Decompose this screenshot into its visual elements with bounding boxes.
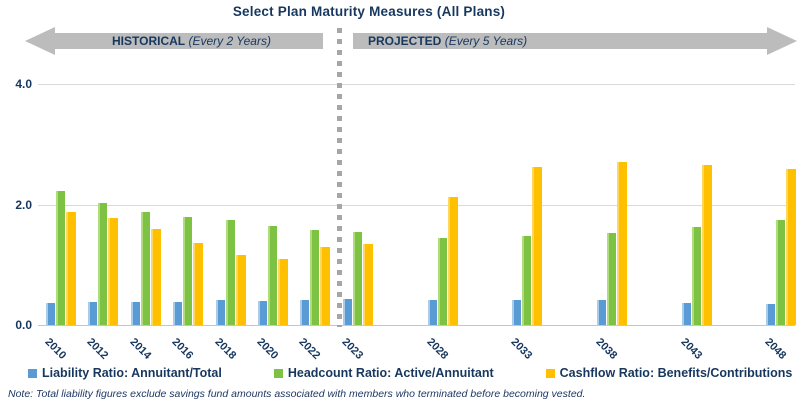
projected-label: PROJECTED [368, 34, 442, 48]
bar-2016-series-0 [173, 302, 183, 325]
y-tick-4: 4.0 [15, 77, 32, 91]
bar-2048-series-2 [786, 169, 797, 325]
historical-banner-label: HISTORICAL (Every 2 Years) [60, 33, 323, 49]
bar-2043-series-1 [691, 227, 701, 325]
legend-label-liability-ratio: Liability Ratio: Annuitant/Total [42, 366, 222, 380]
legend-item-liability-ratio: Liability Ratio: Annuitant/Total [28, 366, 222, 380]
bar-2010-series-2 [66, 212, 76, 325]
y-tick-2: 2.0 [15, 198, 32, 212]
bar-2038-series-1 [606, 233, 616, 325]
bar-2033-series-2 [532, 167, 543, 325]
chart-footnote: Note: Total liability figures exclude sa… [8, 388, 586, 400]
bar-2043-series-2 [701, 165, 712, 325]
historical-arrow-left-icon [25, 27, 55, 55]
x-tick-2022: 2022 [296, 336, 323, 362]
bar-2048-series-1 [776, 220, 786, 325]
projected-banner-label: PROJECTED (Every 5 Years) [368, 33, 527, 49]
bar-2010-series-0 [46, 303, 55, 325]
historical-projected-divider [337, 28, 342, 327]
bar-2020-series-2 [278, 259, 288, 325]
bar-2023-series-1 [352, 232, 362, 325]
liability-ratio-swatch-icon [28, 368, 37, 378]
projected-sublabel: (Every 5 Years) [444, 34, 528, 48]
legend-label-headcount-ratio: Headcount Ratio: Active/Annuitant [287, 366, 494, 380]
bar-2022-series-1 [310, 230, 320, 325]
gridline-2 [38, 205, 795, 206]
x-tick-2038: 2038 [593, 336, 620, 362]
historical-arrow-bar [55, 33, 323, 49]
bar-2012-series-0 [88, 302, 98, 325]
x-tick-2014: 2014 [127, 336, 154, 362]
headcount-ratio-swatch-icon [273, 368, 283, 378]
bar-2038-series-2 [616, 162, 627, 325]
bar-2048-series-0 [766, 304, 776, 325]
bar-2023-series-2 [362, 244, 373, 325]
historical-sublabel: (Every 2 Years) [188, 34, 271, 48]
chart-title: Select Plan Maturity Measures (All Plans… [232, 4, 506, 19]
bar-2043-series-0 [681, 303, 691, 325]
bar-2014-series-0 [130, 302, 140, 325]
projected-arrow-right-icon [767, 27, 797, 55]
bar-2028-series-1 [437, 238, 447, 325]
bar-2020-series-1 [268, 226, 277, 325]
y-tick-0: 0.0 [15, 318, 32, 332]
bar-2022-series-2 [320, 247, 331, 325]
x-tick-2028: 2028 [424, 336, 450, 362]
gridline-4 [38, 84, 795, 85]
chart-legend: Liability Ratio: Annuitant/Total Headcou… [28, 366, 800, 380]
bar-2012-series-2 [108, 218, 119, 325]
x-tick-2048: 2048 [762, 336, 789, 362]
bar-2020-series-0 [258, 301, 267, 325]
bar-2018-series-2 [235, 255, 246, 325]
x-tick-2043: 2043 [678, 336, 704, 362]
x-tick-2012: 2012 [84, 336, 111, 362]
projected-arrow-bar [353, 33, 767, 49]
bar-2016-series-1 [183, 217, 193, 325]
x-tick-2018: 2018 [212, 336, 238, 362]
bar-2010-series-1 [56, 191, 65, 325]
x-axis-line [38, 325, 795, 326]
legend-label-cashflow-ratio: Cashflow Ratio: Benefits/Contributions [559, 366, 793, 380]
bar-2016-series-2 [193, 243, 204, 325]
bar-2038-series-0 [596, 300, 606, 325]
bar-2028-series-0 [427, 300, 437, 325]
historical-label: HISTORICAL [112, 34, 186, 48]
bar-2014-series-2 [150, 229, 161, 325]
cashflow-ratio-swatch-icon [545, 368, 555, 378]
bar-2018-series-1 [225, 220, 235, 325]
x-tick-2033: 2033 [508, 336, 535, 362]
bar-2012-series-1 [98, 203, 108, 325]
bar-2023-series-0 [342, 299, 352, 325]
bar-2014-series-1 [140, 212, 150, 325]
bar-2028-series-2 [447, 197, 458, 325]
x-tick-2016: 2016 [169, 336, 196, 362]
bar-2022-series-0 [300, 300, 310, 325]
x-tick-2010: 2010 [42, 336, 69, 362]
x-tick-2020: 2020 [254, 336, 281, 362]
legend-item-headcount-ratio: Headcount Ratio: Active/Annuitant [273, 366, 494, 380]
x-tick-2023: 2023 [339, 336, 366, 362]
bar-2018-series-0 [215, 300, 225, 325]
bar-2033-series-1 [522, 236, 532, 325]
bar-2033-series-0 [512, 300, 522, 325]
legend-item-cashflow-ratio: Cashflow Ratio: Benefits/Contributions [545, 366, 793, 380]
